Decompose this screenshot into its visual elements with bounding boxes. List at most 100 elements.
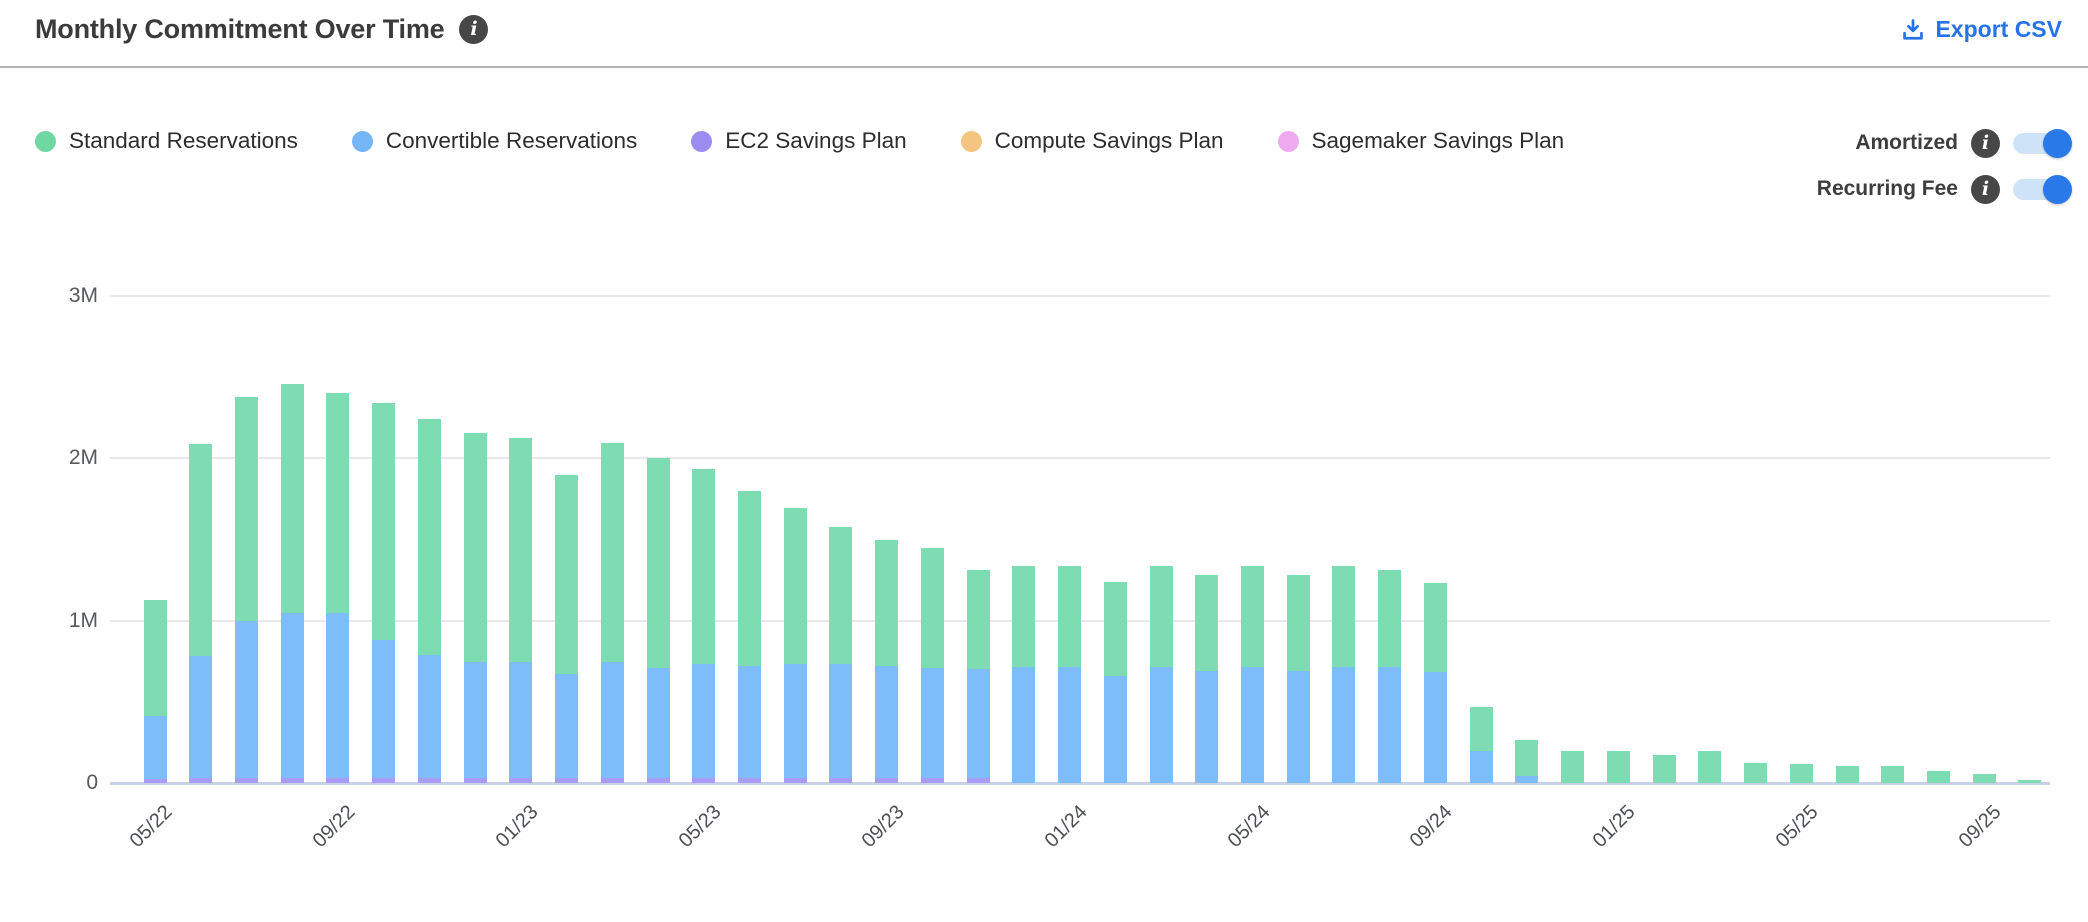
bar-segment-ec2-savings-plan-11-23[interactable]	[966, 778, 990, 783]
bar-segment-standard-reservations-06-25[interactable]	[1835, 765, 1859, 783]
bar-segment-standard-reservations-05-22[interactable]	[143, 600, 167, 716]
bar-segment-ec2-savings-plan-04-23[interactable]	[646, 778, 670, 783]
bar-segment-standard-reservations-02-23[interactable]	[555, 474, 579, 675]
bar-segment-standard-reservations-10-25[interactable]	[2018, 779, 2042, 783]
bar-segment-ec2-savings-plan-03-23[interactable]	[600, 778, 624, 783]
bar-segment-convertible-reservations-11-24[interactable]	[1515, 775, 1539, 783]
bar-segment-ec2-savings-plan-07-23[interactable]	[783, 778, 807, 783]
bar-segment-standard-reservations-10-24[interactable]	[1469, 706, 1493, 751]
bar-segment-convertible-reservations-10-23[interactable]	[920, 667, 944, 779]
bar-segment-convertible-reservations-01-23[interactable]	[509, 662, 533, 779]
bar-segment-ec2-savings-plan-02-23[interactable]	[555, 778, 579, 783]
bar-segment-standard-reservations-03-23[interactable]	[600, 442, 624, 663]
bar-segment-convertible-reservations-06-24[interactable]	[1286, 670, 1310, 783]
legend-item-standard-reservations[interactable]: Standard Reservations	[35, 126, 298, 156]
info-icon[interactable]: i	[1971, 128, 2000, 158]
bar-segment-convertible-reservations-09-24[interactable]	[1423, 671, 1447, 783]
bar-segment-standard-reservations-12-24[interactable]	[1561, 750, 1585, 783]
bar-segment-ec2-savings-plan-07-22[interactable]	[234, 778, 258, 783]
bar-segment-convertible-reservations-08-23[interactable]	[829, 663, 853, 779]
bar-segment-convertible-reservations-07-23[interactable]	[783, 663, 807, 779]
bar-segment-ec2-savings-plan-10-22[interactable]	[372, 778, 396, 783]
bar-segment-standard-reservations-01-24[interactable]	[1058, 566, 1082, 667]
bar-segment-standard-reservations-11-22[interactable]	[417, 419, 441, 655]
recurring-fee-toggle[interactable]	[2013, 174, 2072, 204]
bar-segment-convertible-reservations-09-23[interactable]	[875, 666, 899, 779]
bar-segment-standard-reservations-09-24[interactable]	[1423, 582, 1447, 672]
bar-segment-standard-reservations-01-23[interactable]	[509, 438, 533, 663]
bar-segment-standard-reservations-04-24[interactable]	[1195, 575, 1219, 671]
bar-segment-ec2-savings-plan-01-23[interactable]	[509, 778, 533, 783]
bar-segment-standard-reservations-07-22[interactable]	[234, 396, 258, 621]
info-icon[interactable]: i	[1971, 174, 2000, 204]
bar-segment-standard-reservations-12-22[interactable]	[463, 433, 487, 663]
bar-segment-standard-reservations-04-23[interactable]	[646, 458, 670, 668]
legend-item-ec2-savings-plan[interactable]: EC2 Savings Plan	[691, 126, 907, 156]
legend-item-compute-savings-plan[interactable]: Compute Savings Plan	[960, 126, 1224, 156]
bar-segment-convertible-reservations-11-23[interactable]	[966, 669, 990, 779]
bar-segment-convertible-reservations-07-22[interactable]	[234, 620, 258, 779]
bar-segment-standard-reservations-04-25[interactable]	[1744, 762, 1768, 783]
bar-segment-standard-reservations-06-24[interactable]	[1286, 575, 1310, 671]
bar-segment-ec2-savings-plan-12-22[interactable]	[463, 778, 487, 783]
bar-segment-convertible-reservations-03-23[interactable]	[600, 662, 624, 779]
bar-segment-ec2-savings-plan-05-23[interactable]	[692, 778, 716, 783]
legend-item-convertible-reservations[interactable]: Convertible Reservations	[351, 126, 637, 156]
bar-segment-standard-reservations-09-23[interactable]	[875, 539, 899, 667]
bar-segment-standard-reservations-01-25[interactable]	[1606, 750, 1630, 783]
bar-segment-standard-reservations-11-23[interactable]	[966, 570, 990, 670]
amortized-toggle[interactable]	[2013, 128, 2072, 158]
bar-segment-ec2-savings-plan-10-23[interactable]	[920, 778, 944, 783]
bar-segment-convertible-reservations-04-23[interactable]	[646, 667, 670, 779]
bar-segment-standard-reservations-10-22[interactable]	[372, 403, 396, 641]
bar-segment-standard-reservations-12-23[interactable]	[1012, 566, 1036, 667]
title-info-icon[interactable]: i	[459, 15, 489, 44]
bar-segment-convertible-reservations-09-22[interactable]	[326, 612, 350, 779]
bar-segment-convertible-reservations-10-24[interactable]	[1469, 750, 1493, 783]
bar-segment-standard-reservations-09-25[interactable]	[1972, 774, 1996, 783]
bar-segment-standard-reservations-06-23[interactable]	[737, 490, 761, 667]
bar-segment-standard-reservations-10-23[interactable]	[920, 547, 944, 668]
legend-item-sagemaker-savings-plan[interactable]: Sagemaker Savings Plan	[1277, 126, 1564, 156]
bar-segment-convertible-reservations-02-24[interactable]	[1103, 675, 1127, 783]
bar-segment-convertible-reservations-05-24[interactable]	[1241, 666, 1265, 783]
bar-segment-standard-reservations-08-25[interactable]	[1926, 770, 1950, 783]
bar-segment-convertible-reservations-05-23[interactable]	[692, 663, 716, 779]
bar-segment-convertible-reservations-03-24[interactable]	[1149, 666, 1173, 783]
bar-segment-convertible-reservations-05-22[interactable]	[143, 715, 167, 779]
bar-segment-ec2-savings-plan-08-22[interactable]	[280, 778, 304, 783]
bar-segment-ec2-savings-plan-06-22[interactable]	[189, 778, 213, 783]
bar-segment-standard-reservations-06-22[interactable]	[189, 443, 213, 657]
bar-segment-standard-reservations-02-25[interactable]	[1652, 754, 1676, 783]
bar-segment-ec2-savings-plan-09-22[interactable]	[326, 778, 350, 783]
bar-segment-convertible-reservations-11-22[interactable]	[417, 654, 441, 779]
bar-segment-standard-reservations-08-22[interactable]	[280, 383, 304, 613]
bar-segment-standard-reservations-02-24[interactable]	[1103, 581, 1127, 676]
bar-segment-convertible-reservations-01-24[interactable]	[1058, 666, 1082, 783]
bar-segment-standard-reservations-05-23[interactable]	[692, 468, 716, 664]
bar-segment-ec2-savings-plan-11-22[interactable]	[417, 778, 441, 783]
bar-segment-standard-reservations-07-24[interactable]	[1332, 566, 1356, 667]
export-csv-button[interactable]: Export CSV	[1900, 16, 2062, 43]
bar-segment-ec2-savings-plan-08-23[interactable]	[829, 778, 853, 783]
bar-segment-standard-reservations-08-24[interactable]	[1378, 569, 1402, 667]
bar-segment-convertible-reservations-12-22[interactable]	[463, 662, 487, 779]
bar-segment-standard-reservations-07-25[interactable]	[1881, 765, 1905, 783]
bar-segment-standard-reservations-11-24[interactable]	[1515, 739, 1539, 776]
bar-segment-convertible-reservations-07-24[interactable]	[1332, 666, 1356, 783]
bar-segment-convertible-reservations-10-22[interactable]	[372, 640, 396, 779]
bar-segment-convertible-reservations-12-23[interactable]	[1012, 666, 1036, 783]
bar-segment-ec2-savings-plan-06-23[interactable]	[737, 778, 761, 783]
bar-segment-standard-reservations-05-24[interactable]	[1241, 566, 1265, 667]
bar-segment-convertible-reservations-04-24[interactable]	[1195, 670, 1219, 783]
bar-segment-convertible-reservations-06-22[interactable]	[189, 656, 213, 779]
bar-segment-standard-reservations-09-22[interactable]	[326, 393, 350, 613]
bar-segment-ec2-savings-plan-05-22[interactable]	[143, 778, 167, 783]
bar-segment-convertible-reservations-08-24[interactable]	[1378, 666, 1402, 783]
bar-segment-convertible-reservations-02-23[interactable]	[555, 674, 579, 779]
bar-segment-ec2-savings-plan-09-23[interactable]	[875, 778, 899, 783]
bar-segment-standard-reservations-03-25[interactable]	[1698, 750, 1722, 783]
bar-segment-standard-reservations-08-23[interactable]	[829, 527, 853, 664]
bar-segment-convertible-reservations-06-23[interactable]	[737, 666, 761, 779]
bar-segment-standard-reservations-07-23[interactable]	[783, 507, 807, 664]
